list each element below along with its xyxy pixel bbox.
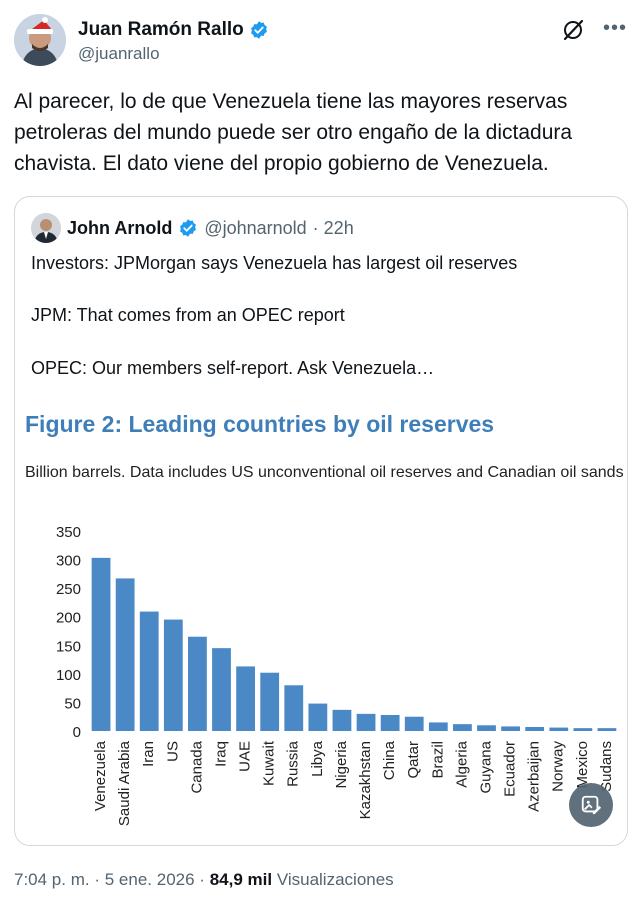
author-name-line: Juan Ramón Rallo xyxy=(78,19,269,41)
bar xyxy=(115,578,135,731)
grok-icon[interactable] xyxy=(561,18,585,42)
x-tick-label: Nigeria xyxy=(333,740,350,788)
bar xyxy=(163,619,183,731)
tweet-header: Juan Ramón Rallo @juanrallo ••• xyxy=(14,14,627,68)
more-icon[interactable]: ••• xyxy=(602,17,627,39)
bar xyxy=(477,725,496,731)
x-tick-label: Qatar xyxy=(405,741,422,779)
x-tick-label: Kazakhstan xyxy=(357,741,374,819)
tweet-date[interactable]: 5 ene. 2026 xyxy=(104,870,195,889)
tweet-time[interactable]: 7:04 p. m. xyxy=(14,870,90,889)
x-tick-label: Algeria xyxy=(453,740,470,787)
image-edit-icon[interactable] xyxy=(569,783,613,827)
view-count-label: Visualizaciones xyxy=(276,870,394,889)
bar xyxy=(284,685,304,731)
author-display-name[interactable]: Juan Ramón Rallo xyxy=(78,19,244,40)
x-tick-label: Sudans xyxy=(598,741,615,792)
y-tick-label: 150 xyxy=(56,638,81,655)
quoted-author-avatar xyxy=(31,213,61,243)
bar xyxy=(91,557,111,731)
quoted-avatar-image xyxy=(31,213,61,243)
tweet-meta: 7:04 p. m. · 5 ene. 2026 · 84,9 mil Visu… xyxy=(14,870,394,890)
bar xyxy=(260,672,280,731)
author-avatar[interactable] xyxy=(14,14,66,66)
bar xyxy=(525,727,545,731)
x-tick-label: Norway xyxy=(550,741,567,792)
x-tick-label: Mexico xyxy=(574,741,591,789)
bar xyxy=(332,709,352,731)
x-tick-label: Iran xyxy=(140,741,157,767)
bar xyxy=(573,728,593,731)
author-handle[interactable]: @juanrallo xyxy=(78,44,160,63)
bar xyxy=(380,715,400,731)
x-tick-label: Kuwait xyxy=(261,740,278,786)
x-tick-label: Canada xyxy=(188,740,205,793)
meta-separator: · xyxy=(94,870,101,889)
bar-chart: 0 50 100 150 200 250 300 350 Venezuela Saudi Arab… xyxy=(56,524,617,826)
quoted-text-line-3: OPEC: Our members self-report. Ask Venez… xyxy=(31,358,435,378)
x-tick-label: China xyxy=(381,740,398,780)
quoted-text-line-1: Investors: JPMorgan says Venezuela has l… xyxy=(31,253,518,273)
quoted-tweet[interactable]: John Arnold @johnarnold · 22h Investors:… xyxy=(14,196,628,846)
bar xyxy=(501,726,520,731)
x-tick-label: Azerbaijan xyxy=(526,741,543,812)
bar xyxy=(453,724,472,731)
x-tick-label: Russia xyxy=(285,740,302,787)
y-tick-label: 250 xyxy=(56,581,81,598)
quoted-handle: @johnarnold xyxy=(204,217,307,238)
bar xyxy=(308,703,328,731)
x-tick-label: Libya xyxy=(309,740,326,777)
quoted-display-name: John Arnold xyxy=(67,217,173,238)
y-tick-label: 50 xyxy=(64,695,81,712)
bar xyxy=(212,648,231,731)
tweet-text: Al parecer, lo de que Venezuela tiene la… xyxy=(14,90,573,175)
x-tick-label: US xyxy=(164,741,181,762)
chart-image[interactable]: Figure 2: Leading countries by oil reser… xyxy=(23,403,627,845)
y-tick-label: 100 xyxy=(56,667,81,684)
quoted-verified-badge-icon xyxy=(180,219,197,237)
image-edit-glyph xyxy=(581,795,602,815)
y-tick-label: 300 xyxy=(56,553,81,570)
avatar-image xyxy=(14,14,66,66)
quoted-time: · 22h xyxy=(312,217,354,238)
chart-subtitle: Billion barrels. Data includes US unconv… xyxy=(25,464,624,481)
quoted-text-line-2: JPM: That comes from an OPEC report xyxy=(31,305,345,325)
bar xyxy=(428,722,448,731)
x-tick-label: Ecuador xyxy=(502,741,519,797)
x-tick-label: Guyana xyxy=(477,740,494,793)
y-tick-label: 350 xyxy=(56,524,81,541)
bar xyxy=(597,728,617,731)
x-tick-label: Iraq xyxy=(212,741,229,767)
x-tick-label: Venezuela xyxy=(92,740,109,811)
quoted-tweet-header: John Arnold @johnarnold · 22h xyxy=(31,213,354,243)
y-tick-label: 0 xyxy=(73,724,81,741)
chart-title: Figure 2: Leading countries by oil reser… xyxy=(25,411,495,437)
bar xyxy=(188,636,207,731)
view-count: 84,9 mil xyxy=(209,870,273,889)
bar xyxy=(404,716,424,731)
y-tick-label: 200 xyxy=(56,610,81,627)
verified-badge-icon xyxy=(250,21,267,39)
x-tick-label: Brazil xyxy=(429,741,446,779)
bar xyxy=(139,611,159,731)
bar xyxy=(549,727,569,731)
meta-separator: · xyxy=(199,870,205,889)
bar xyxy=(356,713,376,731)
bar xyxy=(236,666,255,731)
x-tick-label: Saudi Arabia xyxy=(116,740,133,826)
x-tick-label: UAE xyxy=(237,741,254,772)
